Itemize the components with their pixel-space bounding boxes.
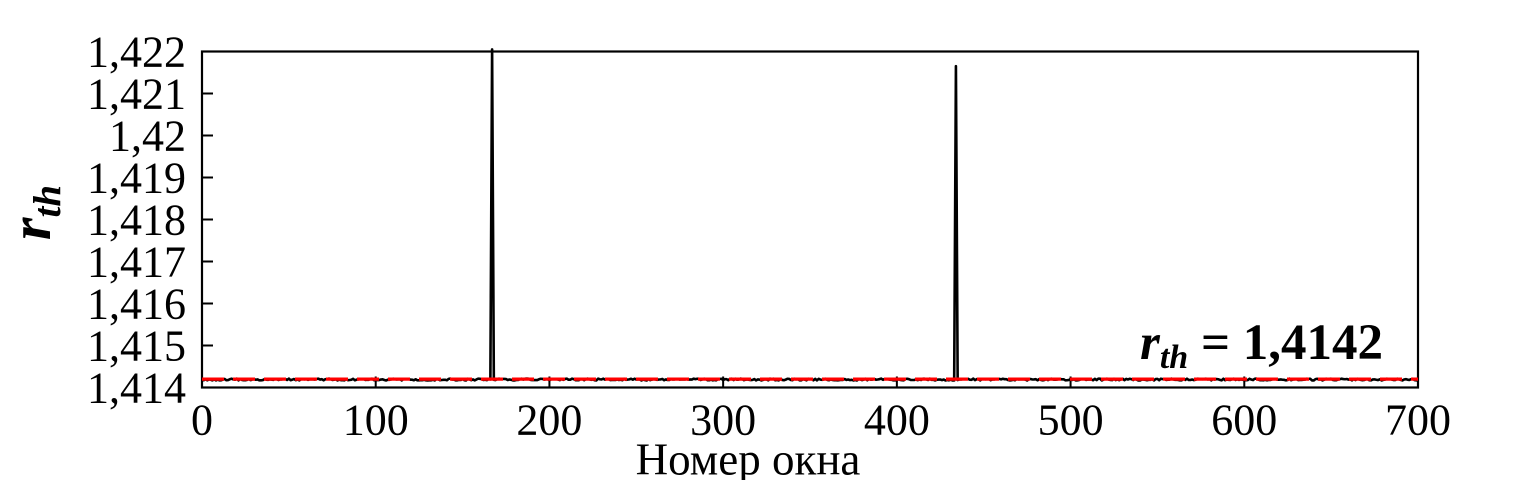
svg-text:700: 700 (1385, 396, 1451, 445)
svg-text:500: 500 (1038, 396, 1104, 445)
svg-text:100: 100 (343, 396, 409, 445)
svg-text:1,414: 1,414 (87, 364, 186, 413)
svg-text:0: 0 (191, 396, 213, 445)
svg-text:rth = 1,4142: rth = 1,4142 (1140, 315, 1383, 376)
svg-text:rth: rth (0, 185, 69, 240)
svg-text:400: 400 (864, 396, 930, 445)
svg-text:200: 200 (516, 396, 582, 445)
svg-text:Номер окна: Номер окна (636, 435, 861, 480)
svg-text:600: 600 (1211, 396, 1277, 445)
